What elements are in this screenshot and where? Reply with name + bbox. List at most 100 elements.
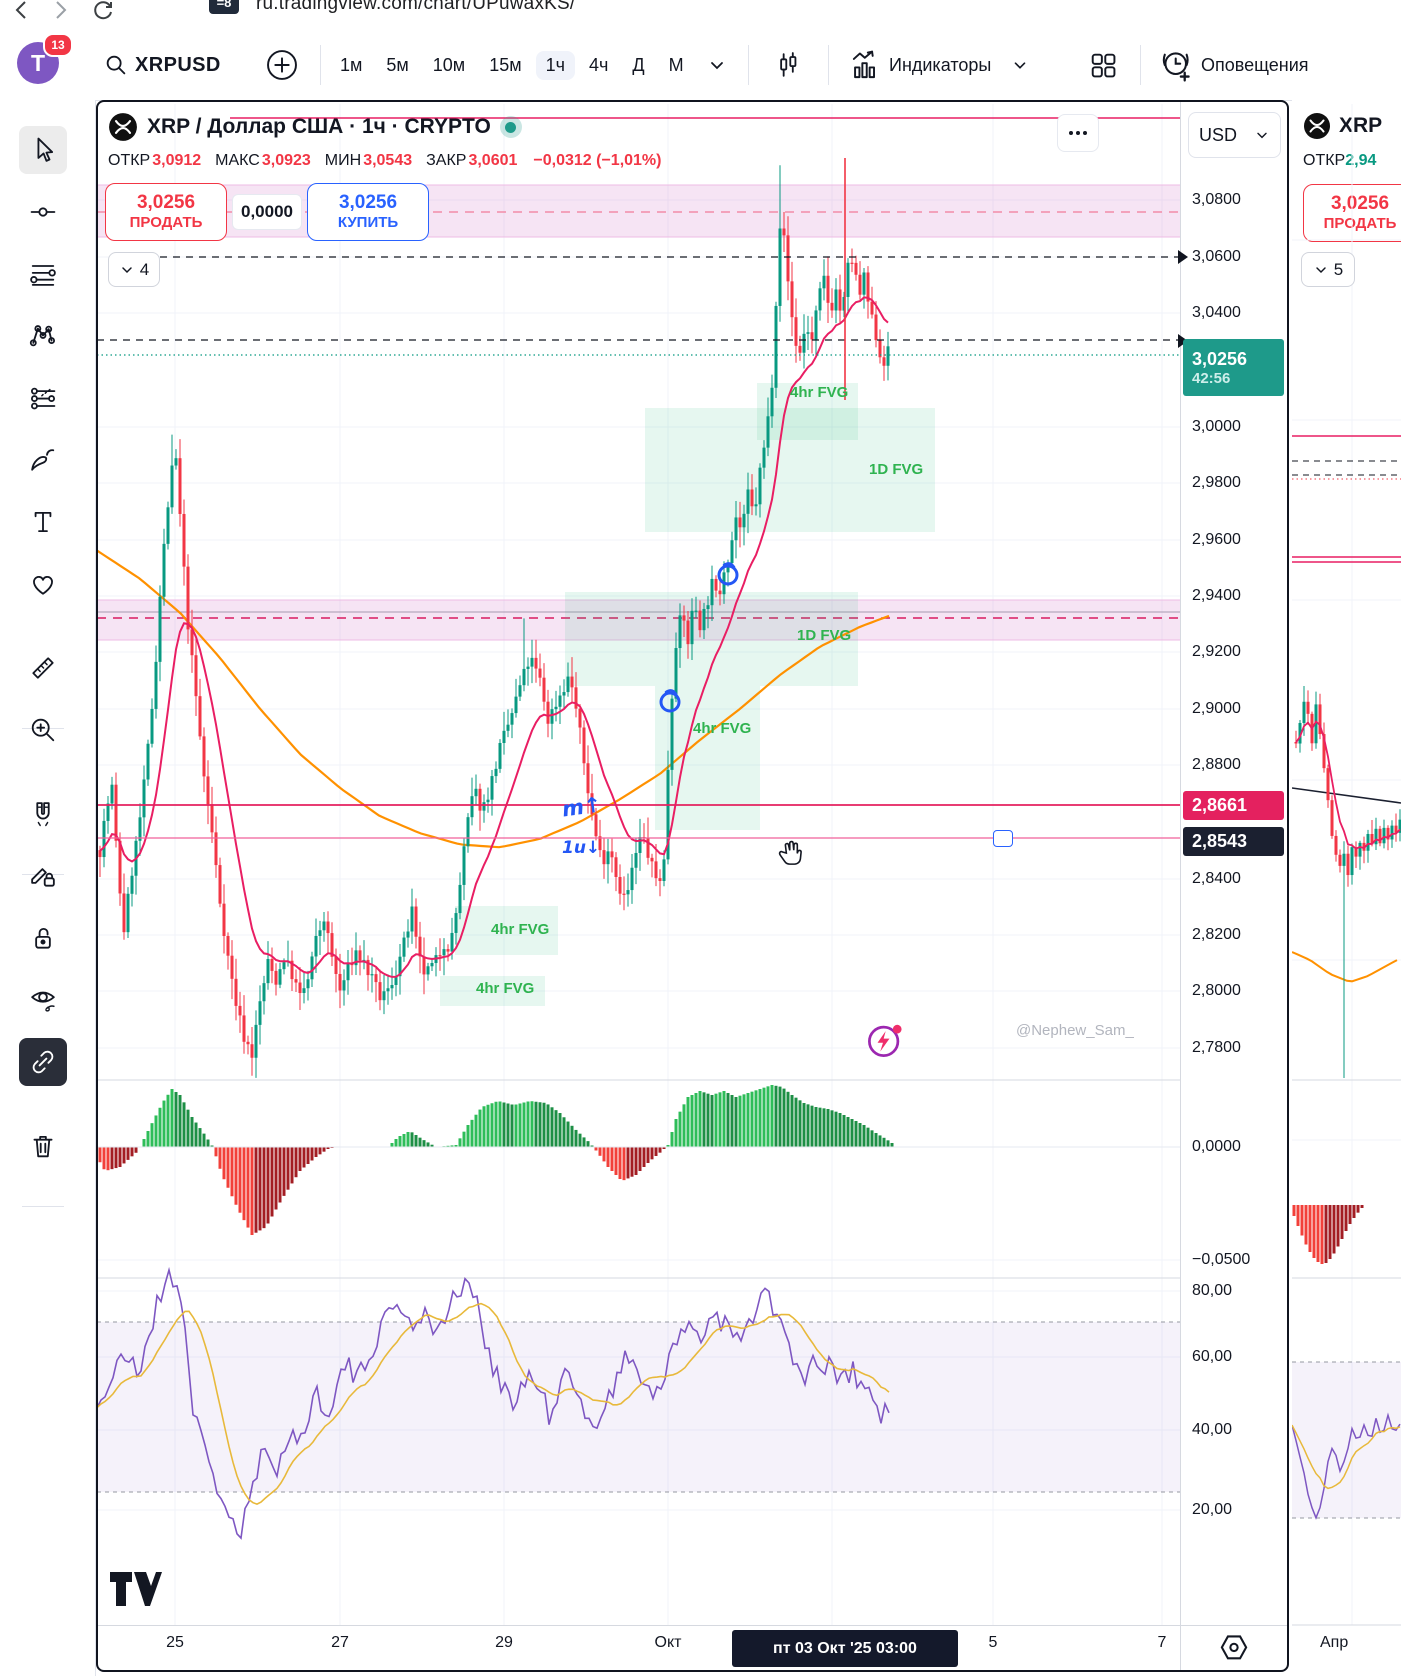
price-axis-label: 0,0000 (1192, 1138, 1241, 1155)
notification-badge: 13 (43, 33, 73, 57)
mini-chart-canvas[interactable] (1292, 100, 1401, 1676)
market-status-dot[interactable] (499, 116, 522, 138)
tool-magnet-icon[interactable] (19, 790, 67, 838)
chart-legend[interactable]: XRP / Доллар США · 1ч · CRYPTO (108, 112, 522, 142)
currency-value: USD (1199, 124, 1238, 145)
indicators-chevron-icon (1011, 56, 1029, 74)
sell-price: 3,0256 (136, 192, 196, 214)
tool-trash-icon[interactable] (19, 1122, 67, 1170)
timezone-settings-icon[interactable] (1212, 1631, 1256, 1665)
tool-zoom-in-icon[interactable] (19, 706, 67, 754)
collapsed-indicators-count: 5 (1333, 259, 1344, 279)
panel2-open-readout: ОТКР2,94 (1303, 152, 1376, 170)
browser-back-icon[interactable] (10, 0, 34, 24)
tool-hide-drawings-icon[interactable] (19, 976, 67, 1024)
line-drag-handle[interactable] (993, 830, 1013, 847)
fvg-label: 4hr FVG (476, 980, 535, 997)
extension-badge[interactable]: =8 (209, 0, 239, 14)
secondary-chart-panel[interactable]: XRP ОТКР2,94 3,0256 ПРОДАТЬ 5 Апр (1292, 100, 1401, 1676)
fvg-label: 4hr FVG (491, 921, 550, 938)
price-axis-label: 2,7800 (1192, 1039, 1241, 1056)
url-text[interactable]: ru.tradingview.com/chart/UPuwaxKS/ (256, 0, 576, 14)
tool-lock-all-icon[interactable] (19, 914, 67, 962)
fvg-label: 4hr FVG (790, 384, 849, 401)
sell-button[interactable]: 3,0256 ПРОДАТЬ (105, 183, 227, 241)
timeframe-1ч[interactable]: 1ч (535, 50, 575, 80)
price-marker-arrow (1178, 250, 1188, 264)
timeframe-1м[interactable]: 1м (340, 54, 363, 75)
tool-trend-line-icon[interactable] (19, 188, 67, 236)
indicators-label: Индикаторы (889, 54, 992, 75)
main-chart-canvas[interactable] (97, 102, 1180, 1625)
price-axis-label: 2,8200 (1192, 926, 1241, 943)
browser-url-bar[interactable]: =8 ru.tradingview.com/chart/UPuwaxKS/ (0, 0, 1401, 30)
ohlc-readout: ОТКР 3,0912 МАКС 3,0923 МИН 3,0543 ЗАКР 3,0601−… (108, 152, 661, 170)
search-icon (103, 52, 129, 78)
tool-long-position-icon[interactable] (19, 374, 67, 422)
currency-dropdown[interactable]: USD (1188, 112, 1281, 158)
chart-more-options-button[interactable] (1057, 114, 1099, 152)
chart-style-button[interactable] (765, 47, 811, 83)
timeframe-15м[interactable]: 15м (489, 54, 522, 75)
handwritten-note-2[interactable]: 1u↓ (562, 838, 601, 858)
buy-button[interactable]: 3,0256 КУПИТЬ (307, 183, 429, 241)
tool-emoji-icon[interactable] (19, 560, 67, 608)
price-axis-label: 20,00 (1192, 1501, 1233, 1518)
price-axis-label: 3,0800 (1192, 191, 1241, 208)
open-label: ОТКР (1303, 152, 1346, 169)
tool-brush-icon[interactable] (19, 436, 67, 484)
ohlc-item: ЗАКР 3,0601 (426, 152, 518, 169)
tool-link-icon[interactable] (19, 1038, 67, 1086)
timeframe-dropdown-chevron[interactable] (700, 47, 734, 83)
fvg-label: 1D FVG (869, 461, 924, 478)
tool-cursor-icon[interactable] (19, 126, 67, 174)
price-axis-label: 3,0400 (1192, 304, 1241, 321)
symbol-search-text: XRPUSD (135, 53, 221, 76)
tool-xabcd-pattern-icon[interactable] (19, 312, 67, 360)
timeframe-5м[interactable]: 5м (386, 54, 409, 75)
compare-add-button[interactable] (258, 47, 306, 83)
price-axis-label: −0,0500 (1192, 1251, 1251, 1268)
price-axis-label: 80,00 (1192, 1282, 1233, 1299)
price-axis-label: 2,8800 (1192, 756, 1241, 773)
timeframe-Д[interactable]: Д (632, 54, 645, 75)
timeframe-10м[interactable]: 10м (432, 54, 466, 75)
chevron-down-icon (1257, 132, 1267, 139)
indicators-button[interactable]: Индикаторы (842, 47, 1036, 83)
candles-icon (772, 48, 804, 82)
price-axis-label: 2,9400 (1192, 587, 1241, 604)
price-axis-label: 40,00 (1192, 1421, 1233, 1438)
time-axis-label: 27 (331, 1634, 349, 1651)
symbol-search-button[interactable]: XRPUSD (96, 47, 228, 83)
time-axis-label: 25 (166, 1634, 184, 1651)
browser-forward-icon[interactable] (48, 0, 72, 24)
layout-grid-button[interactable] (1080, 47, 1126, 83)
price-axis-label: 2,9200 (1192, 643, 1241, 660)
collapsed-indicators-toggle[interactable]: 4 (108, 252, 160, 287)
chevron-down-icon (122, 266, 132, 273)
flash-boost-icon[interactable] (866, 1021, 904, 1059)
browser-reload-icon[interactable] (90, 0, 116, 24)
tool-text-icon[interactable] (19, 498, 67, 546)
alerts-button[interactable]: Оповещения (1152, 47, 1316, 83)
tradingview-logo[interactable] (108, 1568, 164, 1612)
drawing-toolbar (0, 100, 96, 1676)
panel2-legend[interactable]: XRP (1303, 112, 1382, 140)
fvg-label: 4hr FVG (693, 720, 752, 737)
timeframe-4ч[interactable]: 4ч (588, 54, 609, 75)
collapsed-indicators-count: 4 (139, 259, 150, 279)
sell-price: 3,0256 (1330, 193, 1390, 215)
panel2-collapsed-indicators-toggle[interactable]: 5 (1301, 252, 1355, 287)
time-axis-label: 5 (988, 1634, 998, 1651)
hand-cursor (775, 836, 805, 868)
sell-label: ПРОДАТЬ (1323, 215, 1397, 233)
panel2-symbol: XRP (1339, 114, 1383, 137)
ohlc-item: ОТКР 3,0912 (108, 152, 202, 169)
tool-drawing-lock-icon[interactable] (19, 852, 67, 900)
tool-fib-retracement-icon[interactable] (19, 250, 67, 298)
tool-measure-icon[interactable] (19, 644, 67, 692)
timeframe-group: 1м 5м 10м 15м 1ч 4ч Д М (330, 47, 694, 83)
timeframe-М[interactable]: М (668, 54, 684, 75)
open-value: 2,94 (1345, 152, 1377, 169)
